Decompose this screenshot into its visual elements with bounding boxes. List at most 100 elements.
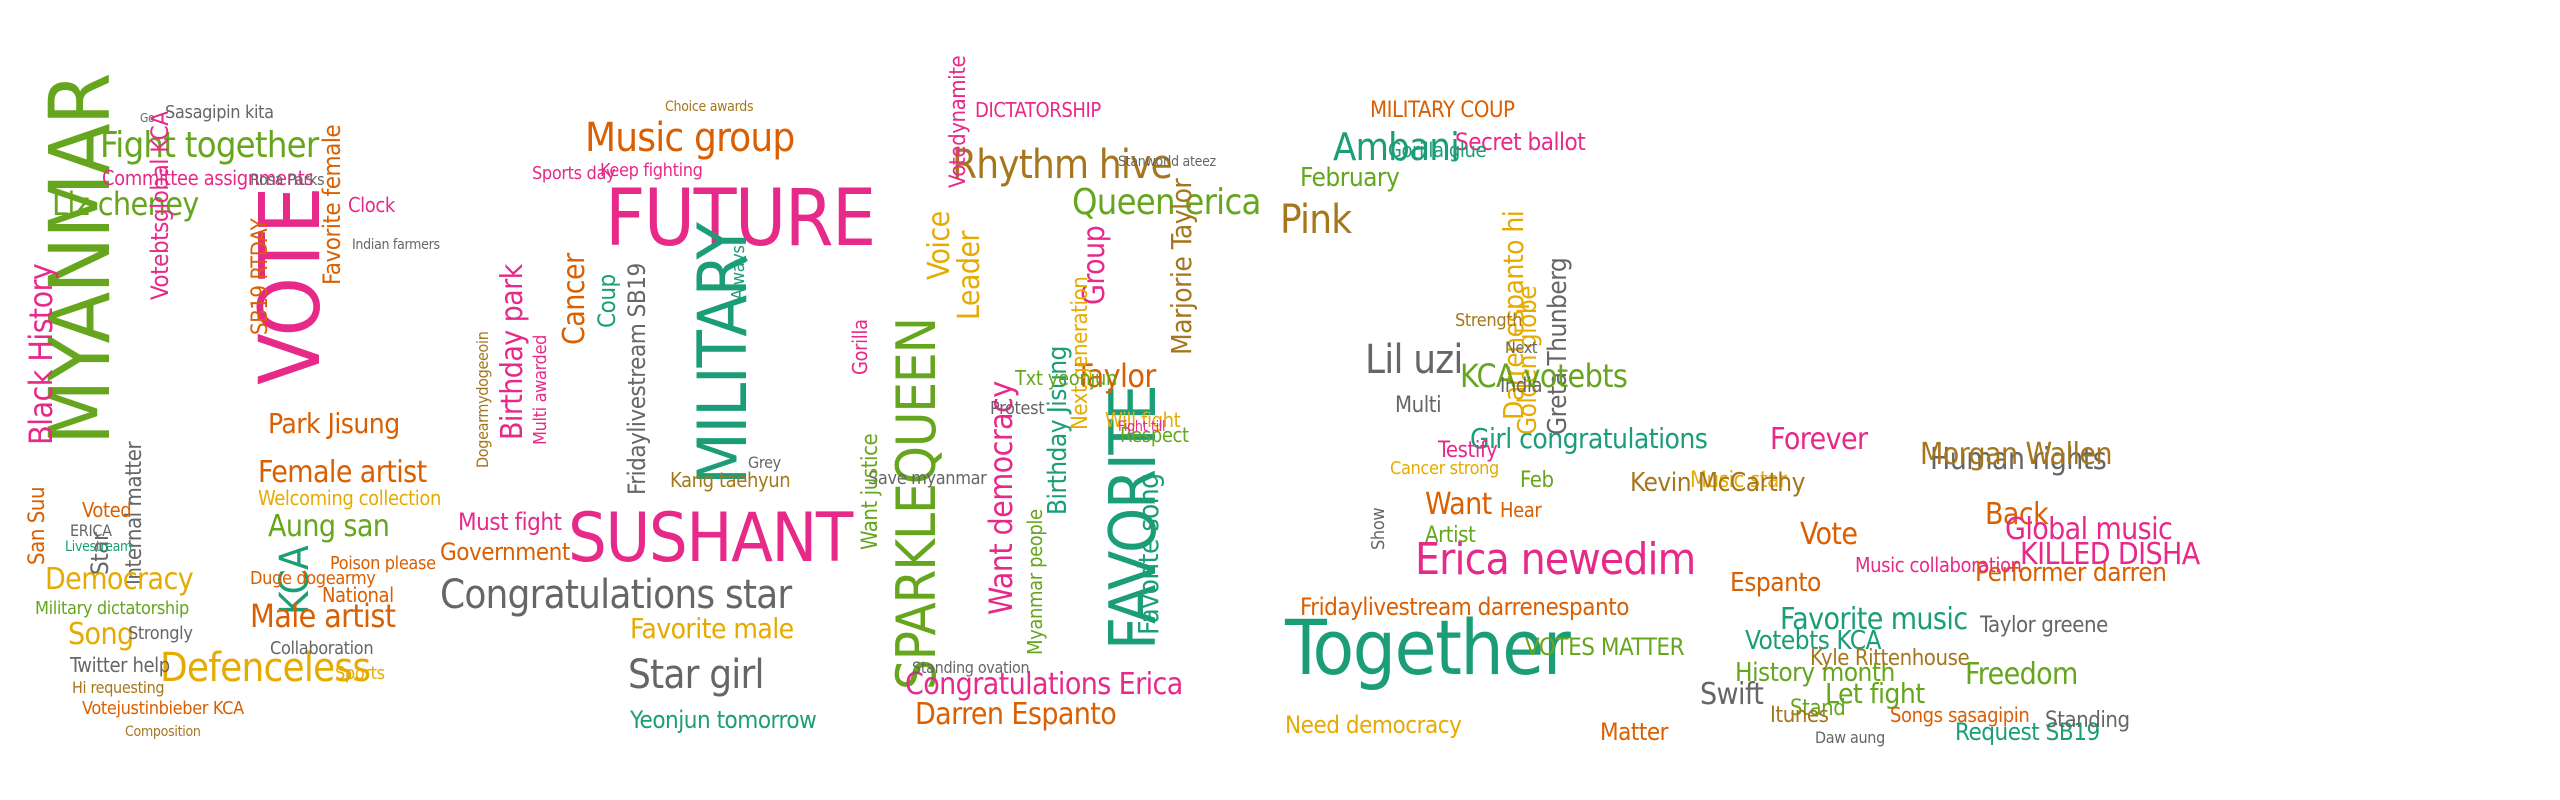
- word-back: Back: [1985, 497, 2049, 532]
- word-voted: Voted: [82, 498, 132, 522]
- word-erica: ERICA: [70, 521, 112, 540]
- word-fight-till: Fight till: [1118, 419, 1166, 435]
- word-multi-awarded: Multi awarded: [530, 334, 551, 445]
- word-let-fight: Let fight: [1825, 677, 1925, 710]
- word-music-star: Music star: [1690, 468, 1787, 493]
- word-always: Always: [728, 245, 749, 300]
- word-duge-dogearmy: Duge dogearmy: [250, 568, 376, 589]
- word-erica-newedim: Erica newedim: [1415, 534, 1696, 585]
- word-respect: Respect: [1120, 423, 1189, 447]
- word-sparklequeen: SPARKLEQUEEN: [885, 318, 948, 690]
- word-artist: Artist: [1425, 523, 1476, 548]
- word-go: Go: [140, 111, 155, 125]
- word-welcoming-collection: Welcoming collection: [258, 486, 441, 510]
- word-protest: Protest: [990, 398, 1045, 419]
- word-global-music: Global music: [2005, 512, 2173, 547]
- word-star-girl: Star girl: [628, 652, 764, 698]
- word-myanmar-people: Myanmar people: [1023, 509, 1047, 655]
- word-government: Government: [440, 538, 570, 566]
- word-hi-requesting: Hi requesting: [72, 678, 165, 697]
- word-favorite-female: Favorite female: [318, 124, 346, 285]
- word-votebts-kca: Votebts KCA: [1745, 626, 1882, 656]
- word-dictatorship: DICTATORSHIP: [975, 98, 1101, 122]
- word-black-history: Black History: [22, 263, 60, 445]
- word-will-fight: Will fight: [1105, 408, 1181, 432]
- word-strength: Strength: [1455, 310, 1523, 331]
- word-kevin-mccarthy: Kevin McCarthy: [1630, 468, 1805, 498]
- word-morgan-wallen: Morgan Wallen: [1920, 437, 2113, 472]
- word-collaboration: Collaboration: [270, 638, 374, 659]
- word-composition: Composition: [125, 724, 201, 740]
- word-standing-ovation: Standing ovation: [912, 658, 1030, 677]
- word-strongly: Strongly: [128, 623, 193, 644]
- word-congratulations-star: Congratulations star: [440, 572, 792, 618]
- word-killed-disha: KILLED DISHA: [2020, 537, 2200, 572]
- word-multi: Multi: [1395, 393, 1442, 418]
- word-gorilla: Gorilla: [848, 319, 872, 375]
- word-favorite-music: Favorite music: [1780, 602, 1968, 637]
- word-favorite-male: Favorite male: [630, 612, 794, 645]
- word-fridaylivestream-darrenespanto: Fridaylivestream darrenespanto: [1300, 593, 1629, 621]
- word-coup: Coup: [593, 274, 621, 328]
- word-future: FUTURE: [605, 174, 876, 264]
- word-performer-darren: Performer darren: [1975, 558, 2167, 588]
- word-sports: Sports: [335, 663, 385, 684]
- word-democracy: Democracy: [45, 562, 194, 597]
- word-must-fight: Must fight: [458, 508, 562, 536]
- word-darren-espanto: Darren Espanto: [915, 697, 1117, 732]
- word-rhythm-hive: Rhythm hive: [952, 142, 1173, 188]
- word-keep-fighting: Keep fighting: [600, 160, 703, 181]
- word-votedynamite: Votedynamite: [946, 55, 971, 188]
- word-queen-erica: Queen erica: [1072, 182, 1261, 223]
- word-swift: Swift: [1700, 677, 1764, 712]
- word-request-sb19: Request SB19: [1955, 718, 2100, 746]
- word-want-justice: Want justice: [858, 433, 883, 550]
- word-cancer-strong: Cancer strong: [1390, 458, 1499, 479]
- word-livestream: Livestream: [65, 539, 133, 555]
- word-espanto: Espanto: [1730, 568, 1821, 598]
- word-together: Together: [1285, 603, 1571, 692]
- word-kca-votebts: KCA votebts: [1460, 357, 1628, 395]
- word-congratulations-erica: Congratulations Erica: [905, 667, 1183, 702]
- word-save-myanmar: Save myanmar: [868, 468, 987, 489]
- word-freedom: Freedom: [1965, 657, 2078, 692]
- word-daw-aung: Daw aung: [1815, 728, 1885, 747]
- word-song: Song: [68, 617, 134, 652]
- word-lil-uzi: Lil uzi: [1365, 337, 1463, 383]
- word-votes-matter: VOTES MATTER: [1525, 633, 1685, 661]
- word-committee-assignments: Committee assignments: [102, 166, 314, 190]
- word-india: India: [1500, 373, 1543, 397]
- word-military-dictatorship: Military dictatorship: [35, 598, 189, 619]
- word-show: Show: [1368, 507, 1389, 550]
- word-next: Next: [1505, 338, 1538, 357]
- word-aung-san: Aung san: [268, 509, 390, 544]
- word-ambani: Ambani: [1333, 125, 1460, 169]
- word-defenceless: Defenceless: [160, 645, 371, 691]
- word-military-coup: MILITARY COUP: [1370, 98, 1515, 123]
- word-want: Want: [1425, 487, 1492, 522]
- word-pink: Pink: [1280, 197, 1352, 243]
- word-gorilla-glue: Gorilla glue: [1388, 138, 1487, 162]
- word-dogearmydogeeoin: Dogearmydogeeoin: [473, 331, 492, 469]
- word-rosa-parks: Rosa Parks: [250, 170, 325, 189]
- word-indian-farmers: Indian farmers: [352, 237, 440, 253]
- word-clock: Clock: [348, 193, 395, 217]
- word-hear: Hear: [1500, 498, 1542, 522]
- word-park-jisung: Park Jisung: [268, 407, 400, 440]
- word-itunes: Itunes: [1770, 703, 1829, 728]
- word-leader: Leader: [952, 231, 987, 320]
- word-standing: Standing: [2045, 708, 2130, 733]
- word-taylor-greene: Taylor greene: [1980, 613, 2108, 638]
- word-taylor: Taylor: [1075, 357, 1156, 395]
- word-human-rights: Human rights: [1930, 442, 2107, 477]
- word-votebtsglobal-kca: Votebtsglobal KCA: [146, 111, 174, 300]
- word-february: February: [1300, 163, 1400, 193]
- word-next-generation: Next generation: [1068, 276, 1093, 430]
- word-txt-yeonjun: Txt yeonjun: [1015, 366, 1117, 390]
- word-yeonjun-tomorrow: Yeonjun tomorrow: [630, 706, 817, 734]
- word-secret-ballot: Secret ballot: [1455, 128, 1586, 156]
- word-fight-together: Fight together: [100, 125, 319, 166]
- word-music-group: Music group: [585, 115, 795, 161]
- word-votejustinbieber-kca: Votejustinbieber KCA: [82, 698, 244, 719]
- word-sb19-rtday: SB19 RTDAY: [248, 218, 273, 335]
